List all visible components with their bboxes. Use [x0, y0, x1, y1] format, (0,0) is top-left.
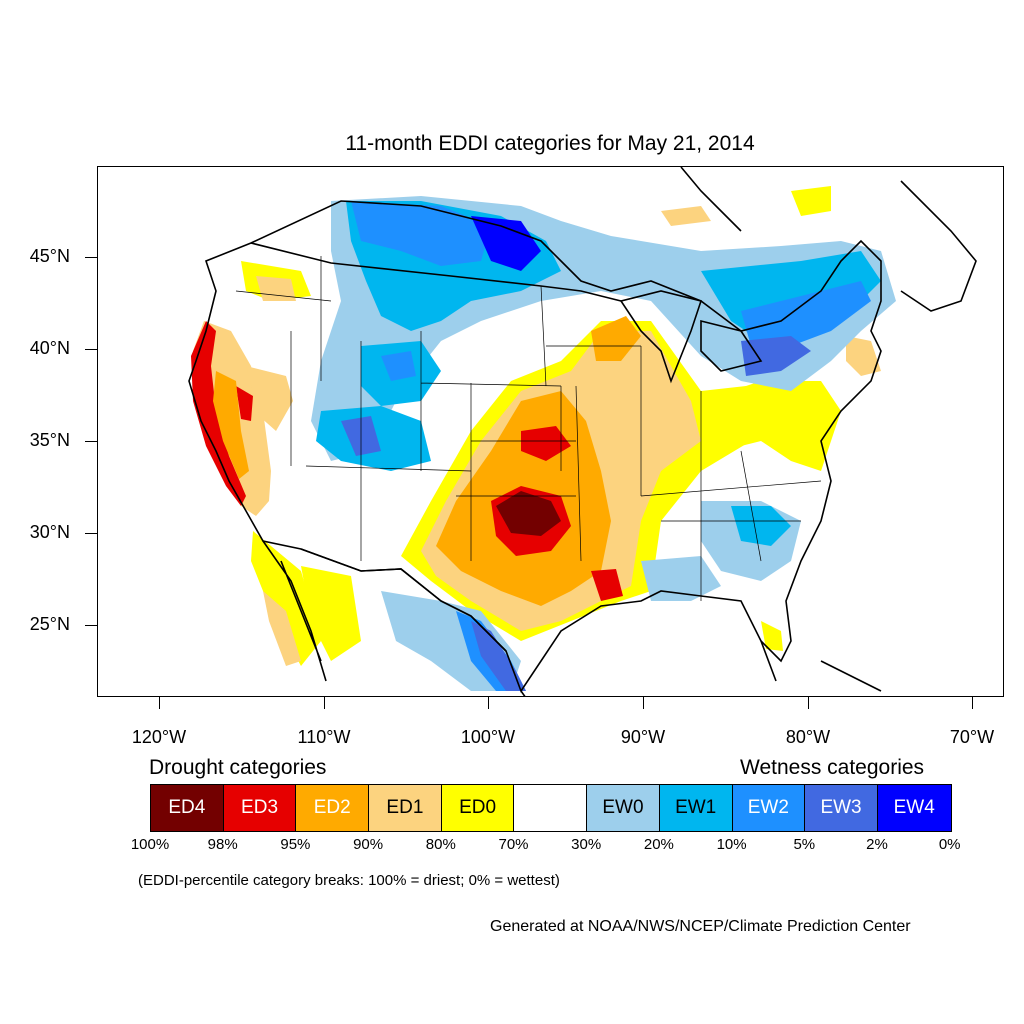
- region-ed0-florida: [761, 621, 783, 651]
- region-ew2-north-dakota: [351, 201, 491, 266]
- canada-border: [250, 242, 622, 302]
- gulf-of-california: [262, 540, 327, 682]
- legend-cell-neutral: [514, 785, 588, 831]
- region-ed3-louisiana: [591, 569, 623, 601]
- lon-label: 90°W: [620, 727, 666, 747]
- region-ed1-oregon: [256, 276, 296, 301]
- region-ed3-kansas: [521, 426, 571, 461]
- lat-tick: [85, 257, 97, 258]
- lon-label: 120°W: [131, 727, 187, 747]
- lat-tick: [85, 349, 97, 350]
- lon-tick: [643, 697, 644, 709]
- region-ed3-sierra: [236, 386, 253, 421]
- region-ew2-ontario: [741, 281, 871, 346]
- lon-label: 110°W: [297, 727, 351, 747]
- region-ew2-wyoming: [381, 351, 416, 381]
- map-title: 11-month EDDI categories for May 21, 201…: [345, 132, 755, 155]
- region-ed2-california: [213, 371, 249, 479]
- lon-tick: [324, 697, 325, 709]
- legend-cell-ed3: ED3: [223, 785, 297, 831]
- lon-label: 70°W: [949, 727, 995, 747]
- lat-label: 35°N: [29, 430, 70, 450]
- percentile-label: 95%: [280, 836, 311, 853]
- region-ew3-new-york: [741, 336, 811, 376]
- region-ed1-northeast: [846, 336, 881, 376]
- region-ed0-midatlantic: [701, 381, 841, 471]
- wetness-heading: Wetness categories: [740, 756, 925, 779]
- percentile-label: 30%: [571, 836, 602, 853]
- category-note: (EDDI-percentile category breaks: 100% =…: [138, 872, 560, 889]
- legend-cell-ed4: ED4: [151, 785, 224, 831]
- legend-cell-ew4: EW4: [877, 785, 951, 831]
- state-borders: [235, 256, 822, 601]
- lat-label: 40°N: [29, 338, 70, 358]
- percentile-label: 98%: [207, 836, 238, 853]
- credit-line: Generated at NOAA/NWS/NCEP/Climate Predi…: [490, 918, 911, 935]
- lat-label: 30°N: [29, 522, 70, 542]
- eddi-map: [188, 167, 977, 696]
- region-ed4-oklahoma: [496, 491, 561, 536]
- percentile-label: 10%: [716, 836, 747, 853]
- region-ed1-nevada: [246, 366, 293, 431]
- legend-bar: ED4 ED3 ED2 ED1 ED0 EW0 EW1 EW2 EW3 EW4: [150, 784, 952, 832]
- legend-cell-ed2: ED2: [296, 785, 370, 831]
- region-ew4-minnesota: [471, 216, 541, 271]
- hudson-coast: [680, 167, 977, 312]
- lat-tick: [85, 625, 97, 626]
- lon-label: 100°W: [460, 727, 516, 747]
- percentile-label: 2%: [866, 836, 888, 853]
- percentile-label: 20%: [643, 836, 674, 853]
- region-ew1-southeast: [731, 506, 791, 546]
- region-ed0-baja: [251, 531, 321, 666]
- lat-label: 25°N: [29, 614, 70, 634]
- mexico-border: [300, 548, 507, 652]
- percentile-label: 80%: [425, 836, 456, 853]
- lon-tick: [488, 697, 489, 709]
- region-ed1-baja: [263, 591, 301, 666]
- region-ed0-quebec: [791, 186, 831, 216]
- legend-cell-ew1: EW1: [659, 785, 733, 831]
- percentile-label: 0%: [938, 836, 961, 853]
- lon-label: 80°W: [785, 727, 831, 747]
- lat-label: 45°N: [29, 246, 70, 266]
- percentile-label: 90%: [353, 836, 384, 853]
- region-ew3-south-texas: [471, 621, 526, 691]
- legend-cell-ed1: ED1: [369, 785, 442, 831]
- legend-cell-ed0: ED0: [441, 785, 515, 831]
- lat-tick: [85, 441, 97, 442]
- drought-heading: Drought categories: [149, 756, 327, 779]
- percentile-label: 70%: [498, 836, 529, 853]
- legend-cell-ew2: EW2: [732, 785, 806, 831]
- boundaries: [188, 167, 977, 696]
- legend-cell-ew3: EW3: [805, 785, 878, 831]
- lat-tick: [85, 533, 97, 534]
- lon-tick: [808, 697, 809, 709]
- region-ed3-california-coast: [191, 321, 246, 506]
- region-ed0-sonora: [301, 566, 361, 661]
- region-ed2-illinois: [591, 316, 641, 361]
- region-ed1-ontario: [661, 206, 711, 226]
- percentile-label: 100%: [130, 836, 170, 853]
- us-outline: [188, 200, 882, 693]
- legend-cell-ew0: EW0: [587, 785, 660, 831]
- map-frame: [97, 166, 1004, 697]
- category-shading: [191, 186, 896, 691]
- lon-tick: [159, 697, 160, 709]
- great-lakes-outline: [619, 290, 763, 384]
- percentile-label: 5%: [793, 836, 816, 853]
- lon-tick: [972, 697, 973, 709]
- mexico-coast: [520, 640, 882, 696]
